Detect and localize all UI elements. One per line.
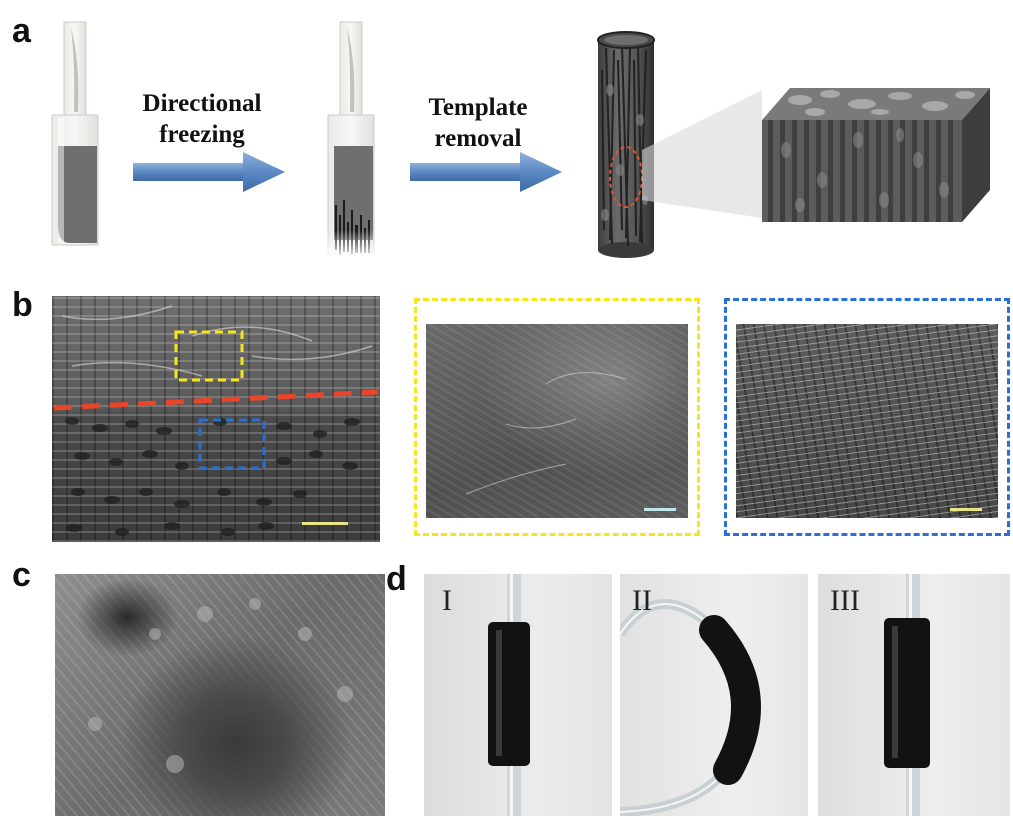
zoom-cone [642, 90, 762, 218]
aligned-scaffold-cylinder [597, 31, 655, 258]
sem-image-interface [52, 296, 380, 542]
panel-a-schematic [51, 21, 990, 260]
arrow-directional-freezing [133, 152, 285, 192]
photo-tube-bent: II [620, 574, 808, 816]
inset-box-blue [198, 418, 266, 470]
scale-bar [644, 508, 676, 511]
condition-label-ii: II [632, 584, 652, 617]
inset-frame-yellow [414, 298, 700, 536]
panel-letter-b: b [12, 286, 33, 324]
condition-label-iii: III [830, 584, 860, 617]
step-label-line: Template [428, 94, 528, 121]
scale-bar [950, 508, 982, 511]
inset-box-yellow [174, 330, 244, 382]
panel-letter-d: d [386, 560, 407, 598]
step-label-line: freezing [159, 121, 245, 149]
syringe-tube-2 [326, 21, 378, 260]
photo-tube-straight-1: I [424, 574, 612, 816]
step-label-line: Directional [142, 90, 262, 117]
panel-letter-a: a [12, 12, 31, 50]
aligned-scaffold-cuboid [762, 88, 990, 222]
step-label-template-removal: Template removal [398, 92, 558, 155]
interface-dashed-line [53, 389, 379, 411]
step-label-line: removal [434, 125, 522, 153]
condition-label-i: I [442, 584, 452, 617]
panel-letter-c: c [12, 556, 31, 594]
arrow-template-removal [410, 152, 562, 192]
inset-frame-blue [724, 298, 1010, 536]
sem-image-pore-closeup [55, 574, 385, 816]
syringe-tube-1 [51, 21, 99, 246]
photo-tube-straight-2: III [818, 574, 1010, 816]
step-label-directional-freezing: Directional freezing [122, 88, 282, 151]
sem-image-blue-zoom [736, 324, 998, 518]
scale-bar [302, 522, 348, 525]
sem-image-yellow-zoom [426, 324, 688, 518]
